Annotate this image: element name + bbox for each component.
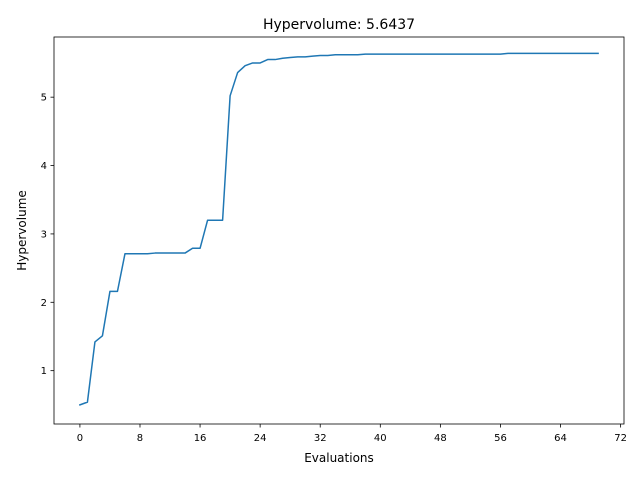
y-tick-label: 2 [41, 298, 47, 309]
x-axis: 0 8 16 24 32 40 48 56 64 72 [77, 424, 627, 444]
x-tick-label: 48 [434, 433, 447, 444]
x-tick-label: 16 [194, 433, 207, 444]
x-tick-label: 40 [374, 433, 387, 444]
x-tick-label: 32 [314, 433, 327, 444]
y-tick-label: 3 [41, 229, 47, 240]
x-axis-label: Evaluations [304, 451, 374, 465]
chart-title: Hypervolume: 5.6437 [263, 17, 415, 33]
x-tick-label: 24 [254, 433, 267, 444]
plot-frame [53, 36, 625, 425]
x-tick-label: 56 [494, 433, 507, 444]
x-tick-label: 72 [614, 433, 627, 444]
y-axis: 1 2 3 4 5 [41, 93, 54, 377]
x-tick-label: 0 [77, 433, 83, 444]
plot-area [53, 36, 625, 425]
series-line-0 [78, 52, 599, 406]
x-tick-label: 8 [137, 433, 143, 444]
y-tick-label: 4 [41, 161, 47, 172]
y-axis-label: Hypervolume [15, 190, 29, 271]
y-tick-label: 1 [41, 366, 47, 377]
x-tick-label: 64 [554, 433, 567, 444]
y-tick-label: 5 [41, 93, 47, 104]
